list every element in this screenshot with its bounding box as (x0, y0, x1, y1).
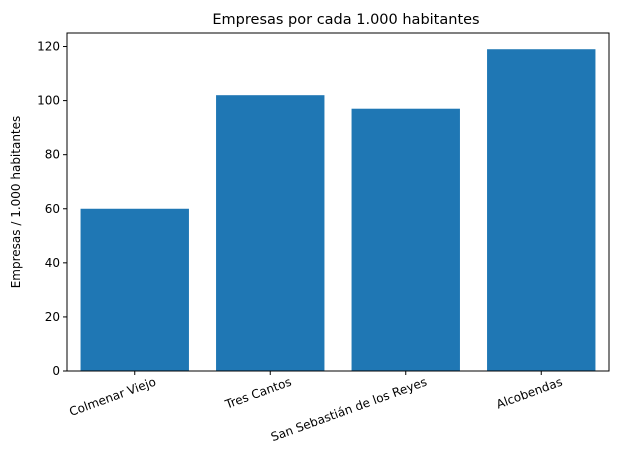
bar (487, 49, 596, 371)
plot-frame (66, 32, 610, 372)
chart-title: Empresas por cada 1.000 habitantes (212, 12, 479, 28)
y-tick-label: 100 (37, 94, 60, 108)
y-tick-label: 0 (52, 364, 60, 378)
y-tick-label: 60 (45, 202, 60, 216)
bar (216, 95, 325, 371)
bar-series (80, 49, 596, 371)
y-tick-label: 20 (45, 310, 60, 324)
bar (351, 108, 460, 371)
y-tick-label: 80 (45, 148, 60, 162)
y-tick-label: 120 (37, 40, 60, 54)
y-axis: 0 20 40 60 80 100 120 (37, 40, 67, 378)
bar (80, 208, 189, 371)
y-axis-label: Empresas / 1.000 habitantes (9, 116, 23, 289)
y-tick-label: 40 (45, 256, 60, 270)
